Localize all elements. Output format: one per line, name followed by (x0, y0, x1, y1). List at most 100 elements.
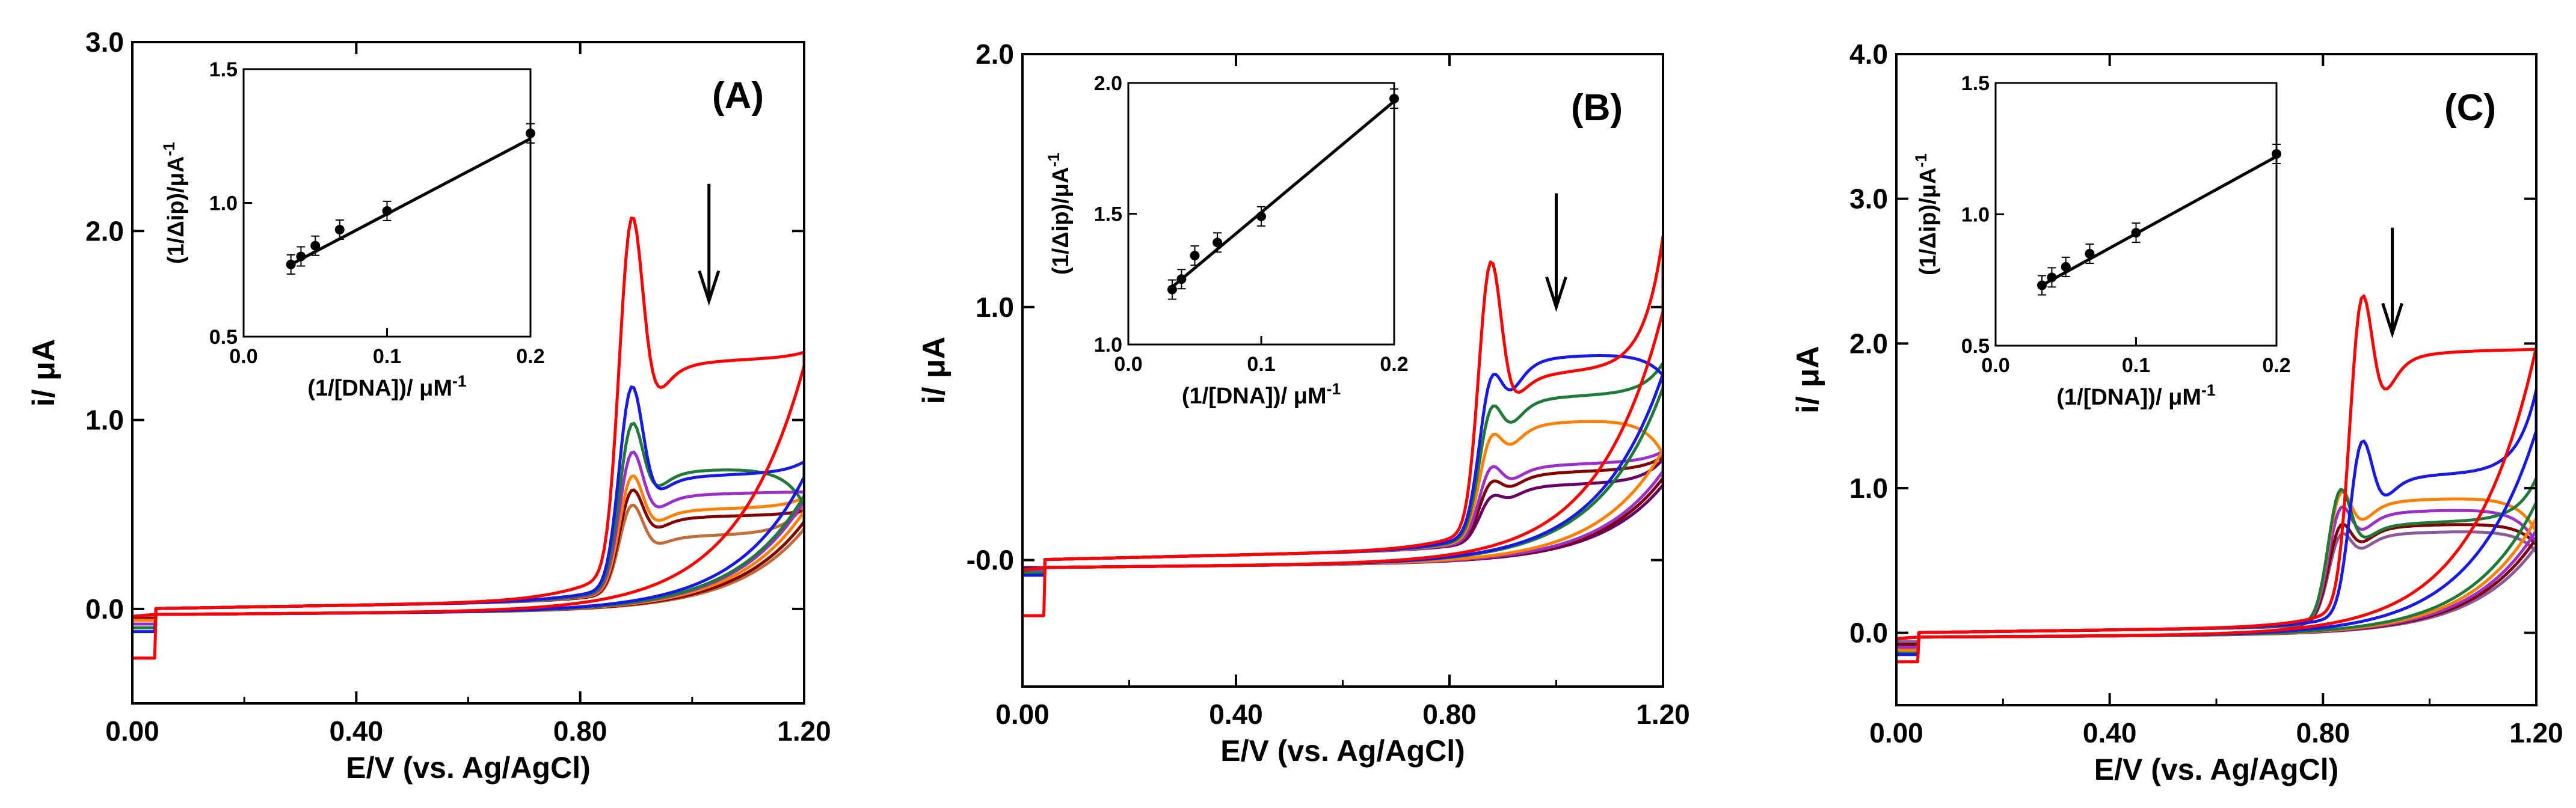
y-axis-label: i/ μA (26, 339, 61, 407)
y-tick-label: 2.0 (1849, 328, 1888, 359)
inset-data-point (296, 251, 306, 262)
inset-y-tick-label: 1.5 (1961, 72, 1990, 95)
inset-plot: 0.0 0.1 0.2 1.0 1.5 2.0 (1/[DNA])/ μM-1 (1/Δip)… (1045, 72, 1409, 409)
inset-x-tick-label: 0.1 (1247, 353, 1275, 376)
inset-data-point (1389, 94, 1399, 104)
inset-data-point (2085, 249, 2095, 259)
inset-x-tick-label: 0.2 (516, 345, 544, 368)
y-tick-label: 3.0 (1849, 183, 1888, 215)
y-tick-label: 2.0 (85, 215, 124, 246)
x-axis-label: E/V (vs. Ag/AgCl) (346, 751, 591, 785)
cv-curve-scan-5 (1022, 450, 1663, 575)
cv-curve-scan-1 (1896, 294, 2536, 664)
y-tick-label: 3.0 (85, 26, 124, 58)
inset-x-tick-label: 0.1 (2122, 354, 2150, 377)
x-tick-label: 0.80 (553, 715, 607, 747)
y-tick-label: 1.0 (1849, 473, 1888, 504)
inset-data-point (2037, 280, 2047, 290)
x-tick-label: 1.20 (2509, 717, 2563, 748)
inset-data-point (310, 240, 321, 251)
inset-fit-line (290, 137, 532, 266)
panel-label: (B) (1571, 87, 1623, 129)
inset-y-tick-label: 1.0 (1961, 204, 1990, 227)
x-tick-label: 0.40 (2083, 717, 2137, 748)
panel-c: 0.00 0.40 0.80 1.20 0.0 1.0 2.0 3.0 4.0 E/V (vs. … (1791, 38, 2563, 786)
inset-x-tick-label: 0.0 (1114, 353, 1142, 376)
panel-b: 0.00 0.40 0.80 1.20 -0.0 1.0 2.0 E/V (vs. Ag/Ag… (917, 38, 1690, 768)
inset-y-tick-label: 1.5 (209, 58, 238, 81)
cv-curves (132, 216, 804, 660)
cv-curve-scan-3 (132, 421, 804, 629)
x-tick-label: 0.40 (1209, 699, 1263, 730)
inset-data-point (526, 128, 535, 138)
cv-curve-scan-7 (1896, 530, 2536, 643)
y-tick-label: 0.0 (1849, 617, 1888, 649)
x-axis-label: E/V (vs. Ag/AgCl) (2094, 753, 2339, 786)
inset-data-point (2131, 228, 2141, 238)
x-tick-label: 0.00 (995, 699, 1050, 730)
x-tick-label: 0.00 (105, 715, 159, 747)
cv-curve-scan-1 (1022, 234, 1663, 617)
inset-data-point (2047, 272, 2057, 283)
inset-x-tick-label: 0.1 (373, 345, 401, 368)
cv-curves (1896, 294, 2536, 664)
trend-arrow-head (2381, 302, 2403, 338)
x-tick-label: 0.80 (2296, 717, 2350, 748)
inset-x-tick-label: 0.2 (2262, 354, 2290, 377)
inset-x-tick-label: 0.0 (1981, 354, 2009, 377)
x-tick-label: 0.00 (1869, 717, 1923, 748)
inset-data-point (1190, 251, 1200, 261)
y-tick-label: 2.0 (976, 38, 1014, 70)
y-tick-label: 1.0 (85, 405, 124, 436)
cv-curve-scan-1 (132, 216, 804, 660)
inset-y-tick-label: 1.5 (1094, 203, 1122, 226)
cv-curve-scan-7 (1022, 457, 1663, 575)
inset-x-tick-label: 0.0 (229, 345, 257, 368)
inset-fit-line (2041, 155, 2278, 287)
x-tick-label: 0.80 (1422, 699, 1477, 730)
inset-frame (1994, 82, 2278, 347)
x-axis-label: E/V (vs. Ag/AgCl) (1220, 734, 1465, 768)
cv-curve-scan-4 (1022, 420, 1663, 575)
inset-data-point (1176, 274, 1187, 284)
inset-data-point (286, 259, 296, 269)
inset-fit-line (1171, 100, 1395, 289)
inset-x-axis-label: (1/[DNA])/ μM-1 (1182, 380, 1341, 409)
inset-x-tick-label: 0.2 (1380, 353, 1408, 376)
inset-y-tick-label: 0.5 (209, 326, 238, 349)
inset-y-tick-label: 0.5 (1961, 335, 1990, 358)
y-tick-label: -0.0 (967, 545, 1014, 576)
inset-y-tick-label: 2.0 (1094, 72, 1122, 95)
inset-data-point (2061, 262, 2071, 272)
y-tick-label: 0.0 (85, 593, 124, 625)
inset-data-point (1167, 284, 1177, 295)
cv-curve-scan-5 (132, 474, 804, 622)
y-tick-label: 1.0 (976, 292, 1014, 323)
inset-y-tick-label: 1.0 (209, 192, 238, 215)
inset-y-axis-label: (1/Δip)/μA-1 (1045, 153, 1074, 275)
cv-curves (1022, 234, 1663, 617)
inset-y-tick-label: 1.0 (1094, 334, 1122, 357)
x-tick-label: 1.20 (1636, 699, 1690, 730)
y-tick-label: 4.0 (1849, 38, 1888, 70)
cv-curve-scan-6 (1022, 454, 1663, 575)
inset-plot: 0.0 0.1 0.2 0.5 1.0 1.5 (1/[DNA])/ μM-1 (1/Δip)… (1912, 72, 2291, 410)
inset-plot: 0.0 0.1 0.2 0.5 1.0 1.5 (1/[DNA])/ μM-1 (1/Δip)… (160, 58, 545, 401)
inset-data-point (1256, 211, 1266, 221)
inset-data-point (1213, 237, 1223, 248)
y-axis-label: i/ μA (1791, 346, 1825, 414)
inset-data-point (2272, 148, 2281, 159)
x-tick-label: 0.40 (330, 715, 384, 747)
inset-data-point (382, 206, 392, 216)
trend-arrow-head (698, 270, 721, 306)
inset-data-point (334, 225, 345, 234)
inset-y-axis-label: (1/Δip)/μA-1 (160, 142, 189, 264)
inset-y-axis-label: (1/Δip)/μA-1 (1912, 153, 1941, 275)
inset-x-axis-label: (1/[DNA])/ μM-1 (2056, 381, 2216, 410)
trend-arrow-head (1545, 277, 1567, 313)
inset-x-axis-label: (1/[DNA])/ μM-1 (307, 372, 467, 401)
x-tick-label: 1.20 (777, 715, 831, 747)
panel-label: (C) (2444, 87, 2496, 129)
panel-label: (A) (712, 75, 764, 117)
